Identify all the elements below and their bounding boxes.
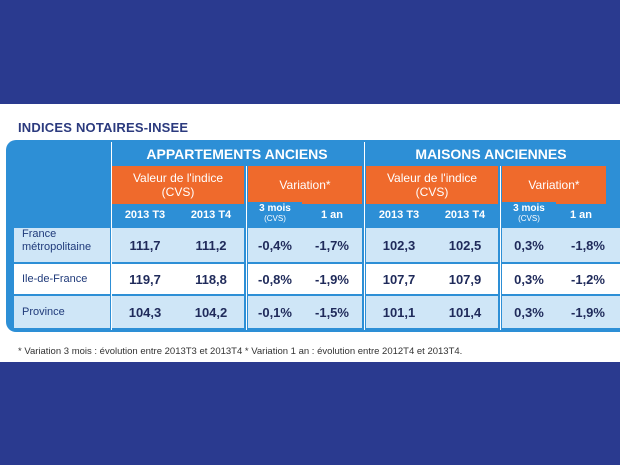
apt-col-3m-unit: (CVS) xyxy=(264,214,286,223)
house-col-t3: 2013 T3 xyxy=(366,204,432,226)
apt-index-value-unit: (CVS) xyxy=(161,185,195,199)
table-cell: -1,2% xyxy=(556,264,620,294)
apt-col-3m: 3 mois (CVS) xyxy=(248,202,302,226)
row-label-ile-de-france: Ile-de-France xyxy=(14,264,110,294)
column-divider xyxy=(246,166,247,330)
table-cell: 0,3% xyxy=(502,228,556,262)
apt-index-value-label: Valeur de l'indice xyxy=(132,171,224,185)
group-houses-header: MAISONS ANCIENNES xyxy=(415,146,567,162)
apt-index-value-header: Valeur de l'indice (CVS) xyxy=(112,166,244,204)
house-col-3m-label: 3 mois xyxy=(513,203,545,214)
house-index-value-unit: (CVS) xyxy=(415,185,449,199)
table-cell: -1,5% xyxy=(302,296,362,328)
table-cell: 102,5 xyxy=(432,228,498,262)
apt-col-t3: 2013 T3 xyxy=(112,204,178,226)
house-index-value-header: Valeur de l'indice (CVS) xyxy=(366,166,498,204)
apt-col-t4: 2013 T4 xyxy=(178,204,244,226)
row-label-line2: métropolitaine xyxy=(22,241,92,253)
table-cell: -1,8% xyxy=(556,228,620,262)
table-cell: -1,7% xyxy=(302,228,362,262)
row-label-france: France métropolitaine xyxy=(14,228,110,262)
house-index-value-label: Valeur de l'indice xyxy=(386,171,478,185)
table-cell: 101,4 xyxy=(432,296,498,328)
table-cell: 111,2 xyxy=(178,228,244,262)
table-cell: 101,1 xyxy=(366,296,432,328)
house-variation-header: Variation* xyxy=(502,166,606,204)
table-cell: 111,7 xyxy=(112,228,178,262)
table-cell: 104,2 xyxy=(178,296,244,328)
table-cell: 0,3% xyxy=(502,296,556,328)
table-cell: 104,3 xyxy=(112,296,178,328)
table-cell: 119,7 xyxy=(112,264,178,294)
house-col-t4: 2013 T4 xyxy=(432,204,498,226)
row-label-province: Province xyxy=(14,296,110,328)
footnote: * Variation 3 mois : évolution entre 201… xyxy=(18,346,463,357)
house-col-3m-unit: (CVS) xyxy=(518,214,540,223)
row-label-line1: France xyxy=(22,228,57,240)
table-cell: 0,3% xyxy=(502,264,556,294)
group-apartments-header: APPARTEMENTS ANCIENS xyxy=(146,146,328,162)
column-divider xyxy=(364,142,365,330)
table-cell: -1,9% xyxy=(556,296,620,328)
table-cell: -0,4% xyxy=(248,228,302,262)
apt-col-3m-label: 3 mois xyxy=(259,203,291,214)
house-col-1y: 1 an xyxy=(556,204,606,226)
table-cell: 102,3 xyxy=(366,228,432,262)
column-divider xyxy=(111,142,112,330)
table-cell: -1,9% xyxy=(302,264,362,294)
table-cell: 107,7 xyxy=(366,264,432,294)
column-divider xyxy=(500,166,501,330)
table-panel: INDICES NOTAIRES-INSEE APPARTEMENTS ANCI… xyxy=(0,104,620,362)
table-title: INDICES NOTAIRES-INSEE xyxy=(18,120,189,135)
table-cell: 118,8 xyxy=(178,264,244,294)
table-cell: -0,8% xyxy=(248,264,302,294)
apt-variation-header: Variation* xyxy=(248,166,362,204)
house-col-3m: 3 mois (CVS) xyxy=(502,202,556,226)
table-cell: 107,9 xyxy=(432,264,498,294)
apt-col-1y: 1 an xyxy=(302,204,362,226)
table-cell: -0,1% xyxy=(248,296,302,328)
